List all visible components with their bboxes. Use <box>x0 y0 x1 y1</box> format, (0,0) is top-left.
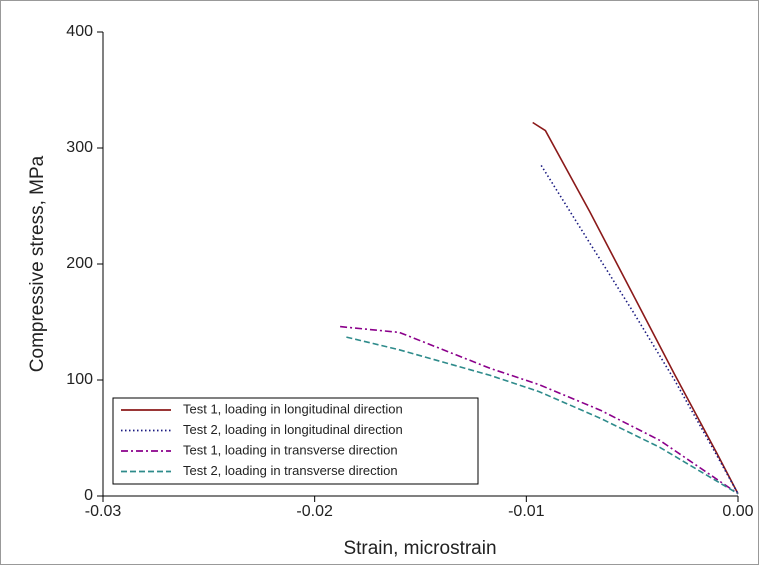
legend-label: Test 1, loading in longitudinal directio… <box>183 401 403 416</box>
y-tick-label: 300 <box>66 139 93 156</box>
x-axis-title: Strain, microstrain <box>343 538 496 559</box>
legend-label: Test 1, loading in transverse direction <box>183 442 398 457</box>
data-line <box>346 336 739 495</box>
y-tick-label: 200 <box>66 255 93 272</box>
x-tick-label: -0.02 <box>296 503 333 520</box>
legend-label: Test 2, loading in longitudinal directio… <box>183 422 403 437</box>
x-tick-label: 0.00 <box>722 503 753 520</box>
y-tick-label: 0 <box>84 487 93 504</box>
legend-box <box>112 397 479 485</box>
x-tick-label: -0.03 <box>85 503 122 520</box>
y-tick-label: 100 <box>66 371 93 388</box>
data-line <box>340 325 739 495</box>
x-tick-label: -0.01 <box>508 503 545 520</box>
y-axis-title: Compressive stress, MPa <box>27 155 48 372</box>
data-line <box>532 121 739 495</box>
y-tick-label: 400 <box>66 23 93 40</box>
legend-label: Test 2, loading in transverse direction <box>183 463 398 478</box>
data-line <box>540 164 739 495</box>
